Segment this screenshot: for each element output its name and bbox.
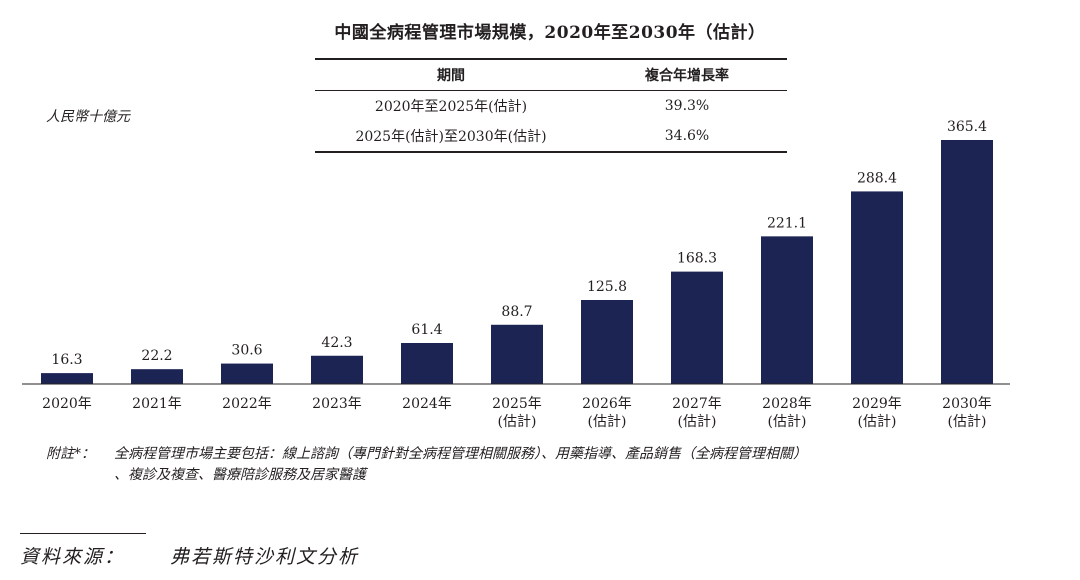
bar [41,373,93,384]
bar-value-label: 88.7 [501,304,532,320]
x-tick-label: 2026年 [582,396,632,412]
bar-value-label: 168.3 [677,251,717,267]
footnote-text-line2: 、複診及複查、醫療陪診服務及居家醫護 [114,467,366,483]
bar-value-label: 288.4 [857,170,897,186]
x-axis-labels: 2020年 2021年 2022年 2023年 2024年 2025年 (估計) 2026年 (… [42,396,992,430]
y-axis-unit-label: 人民幣十億元 [46,109,130,125]
cagr-row: 2025年(估計)至2030年(估計) 34.6% [315,121,787,153]
bar-value-label: 365.4 [947,119,987,135]
x-tick-label: 2030年 [942,396,992,412]
x-tick-label: 2024年 [402,396,452,412]
bar [491,324,543,384]
bar-series: 16.3 22.2 30.6 42.3 61.4 88.7 125.8 168.3 221.1 2… [41,119,993,384]
bar [131,369,183,384]
cagr-period: 2025年(估計)至2030年(估計) [315,121,587,153]
cagr-period: 2020年至2025年(估計) [374,99,528,115]
bar-value-label: 30.6 [231,343,262,359]
x-tick-label: 2021年 [132,396,182,412]
x-tick-label: 2022年 [222,396,272,412]
x-tick-label: 2020年 [42,396,92,412]
footnote-text-line1: 全病程管理市場主要包括：線上諮詢（專門針對全病程管理相關服務）、用藥指導、產品銷… [114,446,807,462]
x-tick-label: (估計) [678,414,717,430]
footnote-label: 附註*： [46,446,95,462]
bar-value-label: 125.8 [587,279,627,295]
bar [941,140,993,384]
cagr-table-header: 期間 複合年增長率 [315,58,787,91]
source-line: 資料來源： 弗若斯特沙利文分析 [20,542,359,569]
x-tick-label: 2028年 [762,396,812,412]
bar [671,271,723,384]
bar-chart: 16.3 22.2 30.6 42.3 61.4 88.7 125.8 168.3 221.1 2… [22,119,1010,430]
bar [401,342,453,384]
bar-value-label: 16.3 [51,352,82,368]
x-tick-label: 2023年 [312,396,362,412]
bar-value-label: 22.2 [141,348,172,364]
bar-value-label: 221.1 [767,215,807,231]
bar-value-label: 42.3 [321,335,352,351]
x-tick-label: 2025年 [492,396,542,412]
bar [221,363,273,384]
source-label: 資料來源： [20,546,126,568]
chart-title: 中國全病程管理市場規模，2020年至2030年（估計） [334,23,766,43]
x-tick-label: 2029年 [852,396,902,412]
bar [761,236,813,384]
cagr-rate: 34.6% [587,121,787,153]
footnote: 附註*： 全病程管理市場主要包括：線上諮詢（專門針對全病程管理相關服務）、用藥指導… [46,444,1046,486]
x-tick-label: (估計) [588,414,627,430]
x-tick-label: (估計) [948,414,987,430]
cagr-header-rate: 複合年增長率 [587,58,787,91]
bar-value-label: 61.4 [411,322,442,338]
x-tick-label: (估計) [768,414,807,430]
cagr-row: 2020年至2025年(估計) 39.3% [315,91,787,122]
source-text: 弗若斯特沙利文分析 [170,546,360,568]
cagr-rate: 39.3% [664,98,710,114]
bar [581,299,633,384]
x-tick-label: (估計) [858,414,897,430]
x-tick-label: (估計) [498,414,537,430]
x-tick-label: 2027年 [672,396,722,412]
source-divider [20,533,146,534]
cagr-table: 期間 複合年增長率 2020年至2025年(估計) 39.3% 2025年(估計… [315,58,787,153]
bar [311,355,363,384]
bar [851,191,903,384]
cagr-header-period: 期間 [315,58,587,91]
